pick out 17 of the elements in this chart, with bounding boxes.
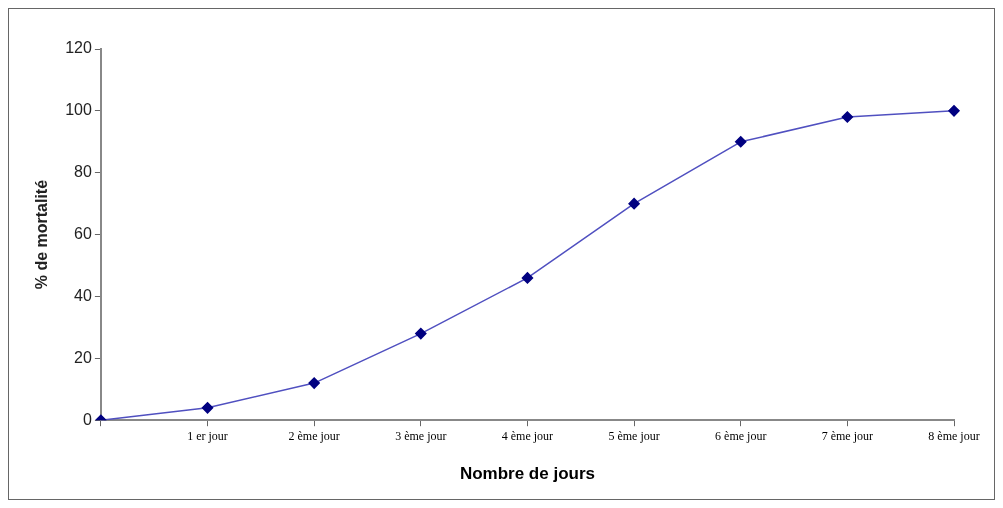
x-tick-label: 8 ème jour xyxy=(928,428,980,443)
x-tick-label: 2 ème jour xyxy=(288,428,340,443)
x-tick-label: 3 ème jour xyxy=(395,428,447,443)
y-tick-label: 0 xyxy=(82,410,92,428)
y-axis-title: % de mortalité xyxy=(33,179,51,290)
x-tick-label: 5 ème jour xyxy=(608,428,660,443)
x-tick-label: 7 ème jour xyxy=(821,428,874,443)
x-tick-label: 1 er jour xyxy=(187,428,228,443)
x-tick-label: 6 ème jour xyxy=(715,428,767,443)
y-tick-label: 40 xyxy=(74,286,92,304)
y-tick-label: 60 xyxy=(74,225,92,243)
y-tick-label: 20 xyxy=(74,348,92,366)
y-tick-label: 120 xyxy=(65,39,92,57)
x-axis-title: Nombre de jours xyxy=(459,464,595,484)
x-tick-label: 4 ème jour xyxy=(501,428,554,443)
y-tick-label: 100 xyxy=(65,101,92,119)
y-tick-label: 80 xyxy=(74,163,92,181)
